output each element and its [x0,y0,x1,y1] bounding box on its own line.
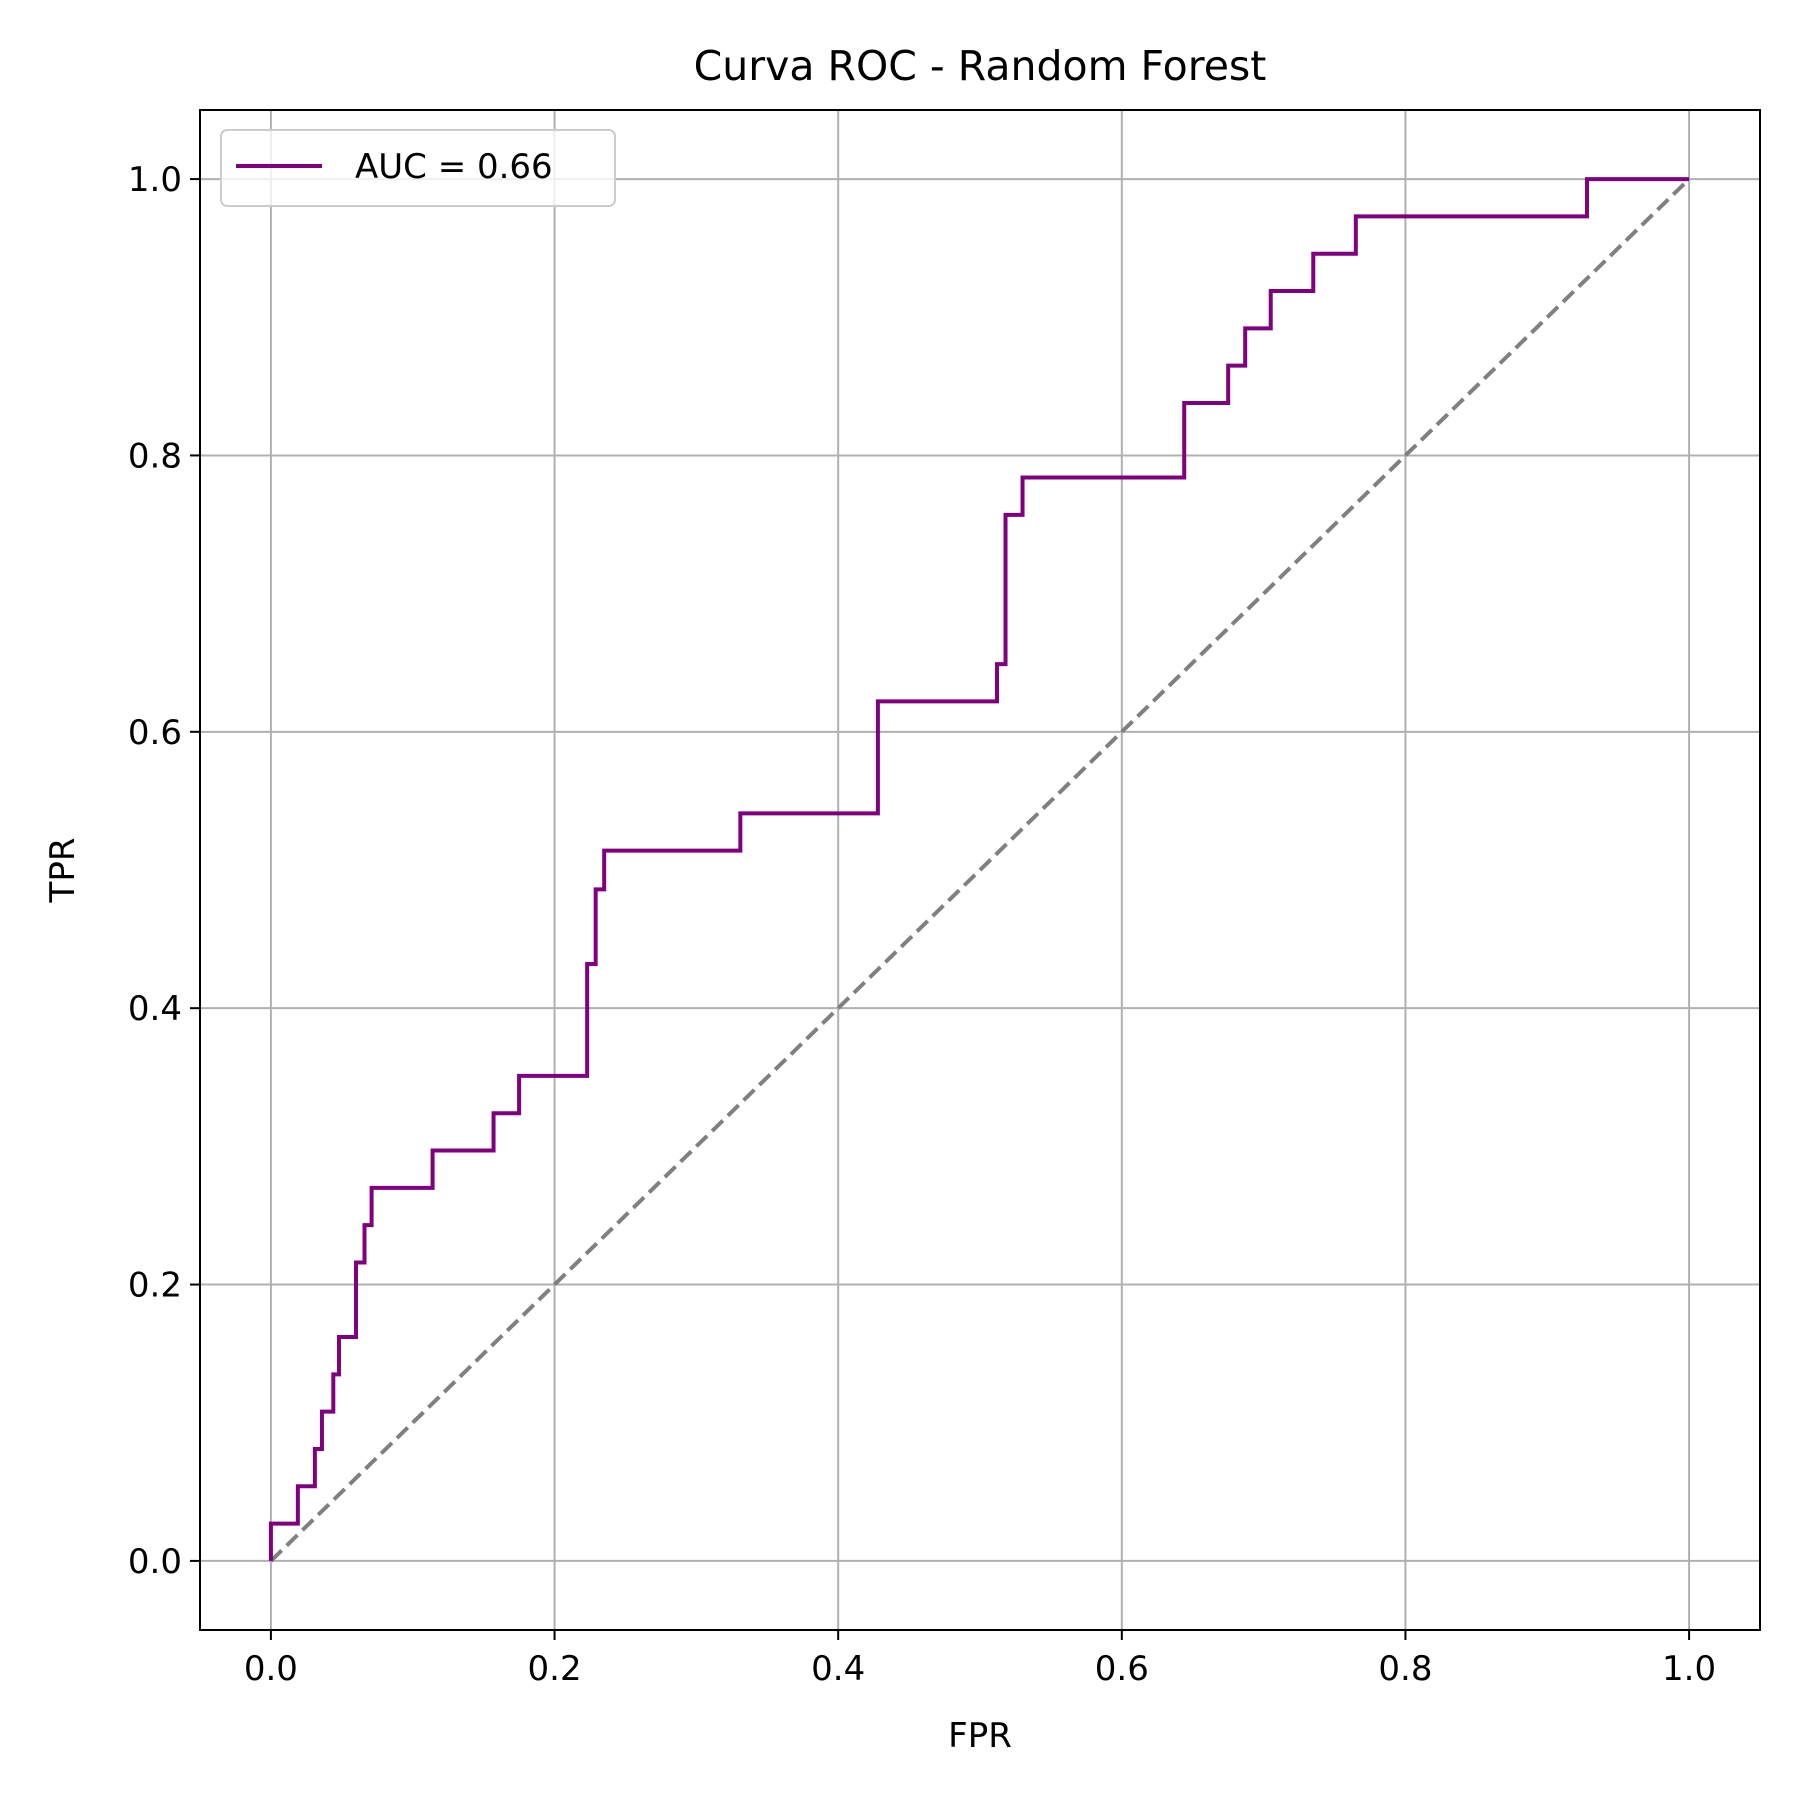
chart-title: Curva ROC - Random Forest [694,42,1267,90]
x-tick-label: 1.0 [1662,1649,1716,1689]
y-tick-label: 0.2 [128,1266,182,1306]
x-axis-label: FPR [948,1716,1012,1756]
plot-frame [199,109,1761,1631]
legend: AUC = 0.66 [220,129,616,207]
x-axis-ticks: 0.0 0.2 0.4 0.6 0.8 1.0 [244,1630,1716,1689]
y-tick-label: 0.4 [128,989,182,1029]
x-tick-label: 0.0 [244,1649,298,1689]
x-tick-label: 0.4 [811,1649,865,1689]
series-layer [268,177,1691,1563]
y-tick-label: 0.6 [128,713,182,753]
legend-label: AUC = 0.66 [355,147,553,187]
chance-diagonal-line [269,177,1691,1563]
x-tick-label: 0.6 [1095,1649,1149,1689]
y-axis-ticks: 0.0 0.2 0.4 0.6 0.8 1.0 [128,160,200,1582]
x-tick-label: 0.8 [1378,1649,1432,1689]
x-tick-label: 0.2 [528,1649,582,1689]
y-tick-label: 0.8 [128,436,182,476]
y-tick-label: 1.0 [128,160,182,200]
y-tick-label: 0.0 [128,1542,182,1582]
y-axis-label: TPR [43,838,83,904]
roc-curve-line [268,177,1690,1561]
legend-box [220,129,616,207]
